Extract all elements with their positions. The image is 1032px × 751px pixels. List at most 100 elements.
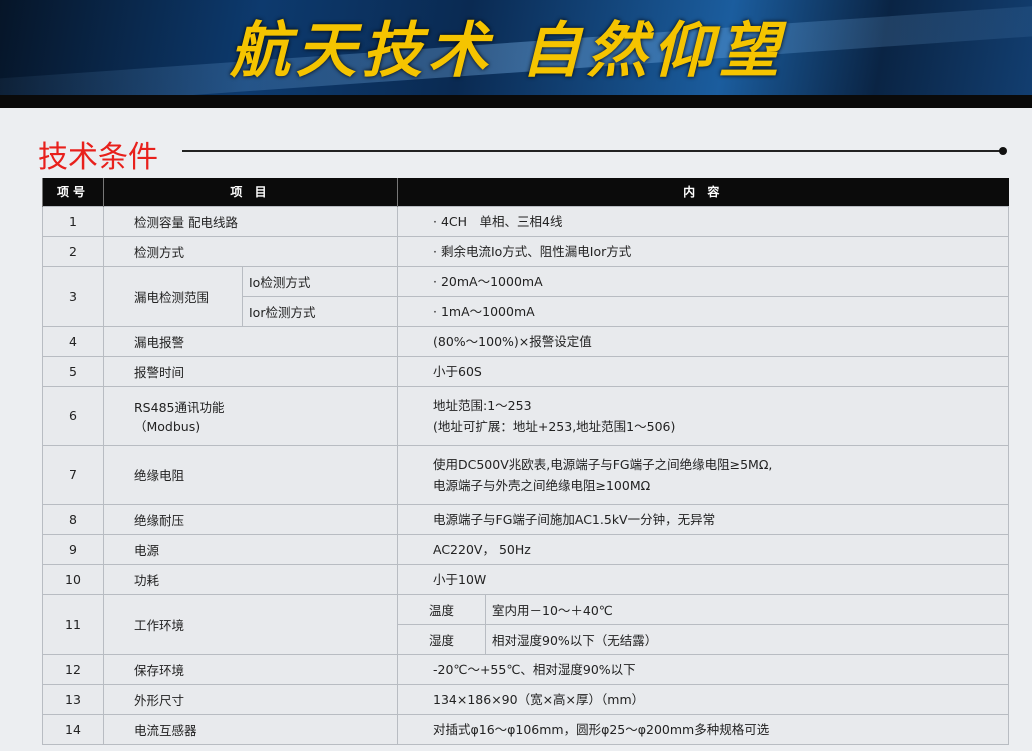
row-content: 室内用－10～＋40℃ — [485, 593, 1009, 625]
row-item-line: （Modbus) — [134, 418, 201, 434]
row-item: 检测容量 配电线路 — [103, 205, 398, 237]
row-item: 报警时间 — [103, 355, 398, 387]
row-content-line: (80%～100%)×报警设定值 — [433, 333, 592, 349]
row-item: 保存环境 — [103, 653, 398, 685]
row-item-line: 报警时间 — [134, 364, 185, 380]
row-content: · 剩余电流Io方式、阻性漏电Ior方式 — [397, 235, 1009, 267]
table-row: 湿度 相对湿度90%以下（无结露） — [43, 623, 1009, 655]
row-item-line: 绝缘耐压 — [134, 512, 185, 528]
table-row: 2 检测方式 · 剩余电流Io方式、阻性漏电Ior方式 — [42, 235, 1009, 267]
row-content: (80%～100%)×报警设定值 — [397, 325, 1009, 357]
row-content: · 20mA～1000mA — [397, 265, 1009, 297]
row-content: 对插式φ16～φ106mm，圆形φ25～φ200mm多种规格可选 — [397, 713, 1009, 745]
table-row: 5 报警时间 小于60S — [42, 355, 1009, 387]
row-item: 检测方式 — [103, 235, 398, 267]
table-row: 13 外形尺寸 134×186×90（宽×高×厚）（mm） — [42, 683, 1009, 715]
table-row: 6 RS485通讯功能 （Modbus) 地址范围:1～253 (地址可扩展：地址+25… — [42, 385, 1009, 446]
row-no: 2 — [42, 235, 104, 267]
table-row: 4 漏电报警 (80%～100%)×报警设定值 — [42, 325, 1009, 357]
row-item: 电流互感器 — [103, 713, 398, 745]
row-content: 地址范围:1～253 (地址可扩展：地址+253,地址范围1～506) — [397, 385, 1009, 446]
row-content: 使用DC500V兆欧表,电源端子与FG端子之间绝缘电阻≥5MΩ, 电源端子与外壳之… — [397, 444, 1009, 505]
row-item: 绝缘电阻 — [103, 444, 398, 505]
row-item: 工作环境 — [103, 593, 398, 655]
row-content: · 4CH 单相、三相4线 — [397, 205, 1009, 237]
table-row: 8 绝缘耐压 电源端子与FG端子间施加AC1.5kV一分钟，无异常 — [42, 503, 1009, 535]
row-content: 小于60S — [397, 355, 1009, 387]
row-item-line: 绝缘电阻 — [134, 468, 185, 483]
row-content-line: · 4CH 单相、三相4线 — [433, 213, 563, 229]
row-item-line: 检测容量 配电线路 — [134, 214, 238, 230]
row-content-line: 电源端子与FG端子间施加AC1.5kV一分钟，无异常 — [433, 511, 716, 527]
row-content-line: 小于10W — [433, 571, 487, 587]
banner-stripe — [0, 95, 1032, 108]
row-no: 1 — [42, 205, 104, 237]
row-content: · 1mA～1000mA — [397, 295, 1009, 327]
row-no: 11 — [42, 593, 104, 655]
row-item: 外形尺寸 — [103, 683, 398, 715]
row-no: 14 — [42, 713, 104, 745]
row-no: 8 — [42, 503, 104, 535]
row-no: 12 — [42, 653, 104, 685]
row-no: 10 — [42, 563, 104, 595]
row-content: 电源端子与FG端子间施加AC1.5kV一分钟，无异常 — [397, 503, 1009, 535]
row-item-line: 电流互感器 — [134, 722, 197, 738]
row-no: 9 — [42, 533, 104, 565]
row-no: 7 — [42, 444, 104, 505]
row-content: -20℃～+55℃、相对湿度90%以下 — [397, 653, 1009, 685]
row-content-line: (地址可扩展：地址+253,地址范围1～506) — [433, 418, 676, 434]
row-item-line: RS485通讯功能 — [134, 399, 225, 415]
row-item-line: 电源 — [134, 542, 160, 558]
table-row: 10 功耗 小于10W — [42, 563, 1009, 595]
row-no: 5 — [42, 355, 104, 387]
row-sub-label: Io检测方式 — [242, 265, 398, 297]
row-no: 13 — [42, 683, 104, 715]
row-content-line: 使用DC500V兆欧表,电源端子与FG端子之间绝缘电阻≥5MΩ, — [433, 456, 773, 472]
row-no: 6 — [42, 385, 104, 446]
spec-table: 项号 项 目 内 容 1 检测容量 配电线路 · 4CH 单相、三相4线 2 检测方式 ·… — [42, 178, 1009, 745]
row-content-line: AC220V， 50Hz — [433, 541, 531, 557]
table-header: 项号 项 目 内 容 — [42, 178, 1009, 206]
banner-slogan: 航天技术 自然仰望 — [230, 16, 785, 86]
row-item: 漏电检测范围 — [103, 265, 243, 327]
header-content: 内 容 — [397, 178, 1009, 206]
row-no: 3 — [42, 265, 104, 327]
table-row: 7 绝缘电阻 使用DC500V兆欧表,电源端子与FG端子之间绝缘电阻≥5MΩ, 电源端… — [42, 444, 1009, 505]
row-content-line: 对插式φ16～φ106mm，圆形φ25～φ200mm多种规格可选 — [433, 721, 770, 737]
table-row: 3 漏电检测范围 Io检测方式 · 20mA～1000mA — [42, 265, 1009, 327]
table-row: 12 保存环境 -20℃～+55℃、相对湿度90%以下 — [42, 653, 1009, 685]
row-content-line: -20℃～+55℃、相对湿度90%以下 — [433, 661, 636, 677]
row-item-line: 保存环境 — [134, 662, 185, 678]
row-no: 4 — [42, 325, 104, 357]
table-row: 1 检测容量 配电线路 · 4CH 单相、三相4线 — [42, 205, 1009, 237]
row-item-line: 功耗 — [134, 572, 160, 588]
title-divider — [182, 150, 1002, 152]
table-row: 14 电流互感器 对插式φ16～φ106mm，圆形φ25～φ200mm多种规格可选 — [42, 713, 1009, 745]
row-item-line: 检测方式 — [134, 244, 185, 260]
title-divider-dot — [999, 147, 1007, 155]
row-item: 漏电报警 — [103, 325, 398, 357]
banner: 航天技术 自然仰望 — [0, 0, 1032, 95]
section-title: 技术条件 — [38, 140, 158, 175]
row-sub-label: 温度 — [397, 593, 486, 625]
row-item-line: 外形尺寸 — [134, 692, 185, 708]
row-item: 功耗 — [103, 563, 398, 595]
row-content: 小于10W — [397, 563, 1009, 595]
row-item-line: 漏电报警 — [134, 334, 185, 350]
row-sub-label: Ior检测方式 — [242, 295, 398, 327]
row-content: 134×186×90（宽×高×厚）（mm） — [397, 683, 1009, 715]
table-row: Ior检测方式 · 1mA～1000mA — [43, 295, 1009, 327]
row-content-line: · 剩余电流Io方式、阻性漏电Ior方式 — [433, 243, 632, 259]
row-content-line: 电源端子与外壳之间绝缘电阻≥100MΩ — [433, 477, 651, 493]
row-sub-label: 湿度 — [397, 623, 486, 655]
row-item: RS485通讯功能 （Modbus) — [103, 385, 398, 446]
table-row: 11 工作环境 温度 室内用－10～＋40℃ — [42, 593, 1009, 655]
row-content-line: 地址范围:1～253 — [433, 397, 532, 413]
row-content-line: 小于60S — [433, 363, 482, 379]
header-item: 项 目 — [103, 178, 398, 206]
row-content: 相对湿度90%以下（无结露） — [485, 623, 1009, 655]
row-content: AC220V， 50Hz — [397, 533, 1009, 565]
row-item: 电源 — [103, 533, 398, 565]
header-no: 项号 — [42, 178, 104, 206]
row-item: 绝缘耐压 — [103, 503, 398, 535]
